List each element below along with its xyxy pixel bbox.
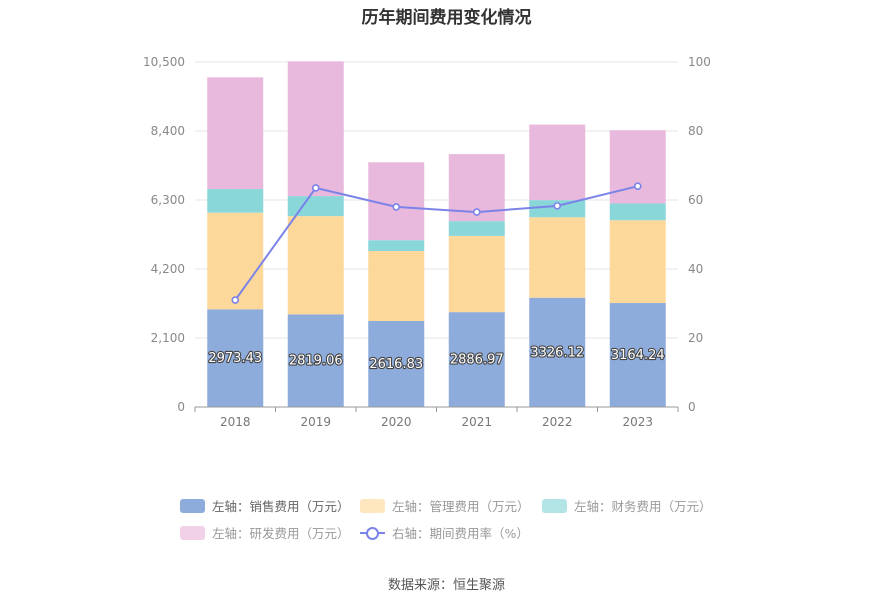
bar-sales [448, 312, 505, 407]
left-axis-tick-label: 6,300 [151, 193, 185, 207]
bar-admin [448, 235, 505, 313]
legend-item-rnd[interactable]: 左轴：研发费用（万元） [180, 523, 350, 542]
bar-rnd [207, 77, 264, 190]
data-label: 2616.83 [369, 357, 423, 372]
data-label: 3164.24 [611, 348, 665, 363]
bar-finance [368, 240, 425, 252]
legend-swatch-sales [180, 498, 205, 513]
bar-admin [287, 216, 344, 315]
legend-item-admin[interactable]: 左轴：管理费用（万元） [360, 496, 530, 515]
rate-point [633, 182, 642, 190]
x-axis-tick-label: 2022 [542, 415, 573, 429]
legend-label: 左轴：管理费用（万元） [392, 499, 530, 514]
left-axis-tick-label: 0 [177, 400, 185, 414]
bar-rnd [368, 162, 425, 241]
right-axis-tick-label: 0 [688, 400, 696, 414]
rate-line [234, 185, 638, 301]
chart-svg: 0 0 2,100 20 4,200 40 6,300 60 8,400 80 10,500 100 2… [143, 55, 711, 429]
legend-label: 左轴：财务费用（万元） [574, 499, 712, 514]
left-axis-tick-label: 4,200 [151, 262, 185, 276]
bar-admin [207, 212, 264, 310]
x-axis-tick-label: 2020 [381, 415, 412, 429]
x-axis-tick-label: 2019 [300, 415, 331, 429]
rate-point [553, 202, 562, 210]
legend-swatch-admin [360, 498, 385, 513]
right-axis-tick-label: 40 [688, 262, 703, 276]
rate-point [231, 296, 240, 304]
data-label: 2886.97 [450, 353, 504, 368]
bar-sales [529, 297, 586, 407]
chart-title: 历年期间费用变化情况 [361, 8, 532, 28]
data-label: 3326.12 [530, 345, 584, 360]
right-axis-tick-label: 20 [688, 331, 703, 345]
bar-finance [448, 221, 505, 236]
bar-sales [287, 314, 344, 407]
rate-point [472, 208, 481, 216]
bar-admin [609, 220, 666, 304]
data-source: 数据来源：恒生聚源 [387, 578, 505, 593]
legend-item-sales[interactable]: 左轴：销售费用（万元） [180, 496, 350, 515]
legend-label: 左轴：销售费用（万元） [212, 499, 350, 514]
x-axis-tick-label: 2023 [622, 415, 653, 429]
legend-swatch-rate [360, 526, 385, 540]
legend-label: 右轴：期间费用率（%） [392, 526, 529, 541]
rate-point [311, 184, 320, 192]
x-axis-tick-label: 2021 [461, 415, 492, 429]
bar-finance [207, 189, 264, 213]
bar-sales [609, 303, 666, 407]
legend-swatch-finance [542, 498, 567, 513]
bar-sales [368, 321, 425, 407]
bar-rnd [287, 61, 344, 197]
bar-admin [529, 217, 586, 298]
legend-swatch-rnd [180, 525, 205, 540]
left-axis-tick-label: 2,100 [151, 331, 185, 345]
bar-rnd [609, 130, 666, 204]
bar-admin [368, 251, 425, 322]
right-axis-tick-label: 80 [688, 124, 703, 138]
rate-point [392, 203, 401, 211]
legend-item-rate[interactable]: 右轴：期间费用率（%） [360, 523, 529, 542]
bar-finance [287, 196, 344, 217]
bar-finance [609, 203, 666, 221]
data-label: 2973.43 [208, 351, 262, 366]
right-axis-tick-label: 60 [688, 193, 703, 207]
bar-rnd [529, 124, 586, 201]
left-axis-tick-label: 8,400 [151, 124, 185, 138]
x-axis-tick-label: 2018 [220, 415, 251, 429]
data-label: 2819.06 [289, 354, 343, 369]
right-axis-tick-label: 100 [688, 55, 711, 69]
legend-label: 左轴：研发费用（万元） [212, 526, 350, 541]
left-axis-tick-label: 10,500 [143, 55, 185, 69]
bar-sales [207, 309, 264, 407]
legend-item-finance[interactable]: 左轴：财务费用（万元） [542, 496, 712, 515]
